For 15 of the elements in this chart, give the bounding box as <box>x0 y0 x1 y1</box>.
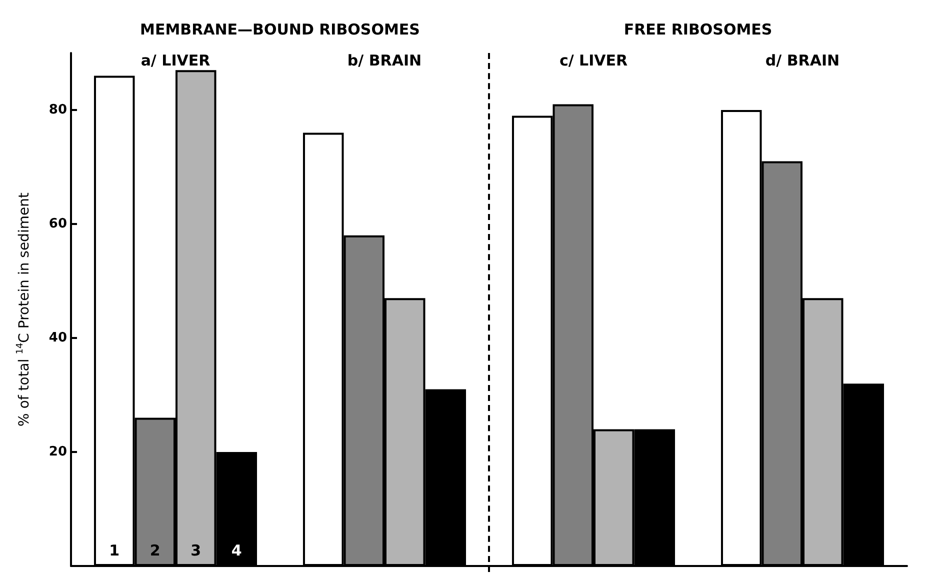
text: MEMBRANE—BOUND RIBOSOMES <box>140 20 420 38</box>
y-axis-title: % of total 14C Protein in sediment <box>16 192 32 426</box>
y-tick-label: 20 <box>48 444 67 460</box>
x-tick-label: a/ LIVER <box>140 52 211 70</box>
series-label: 1 <box>109 542 120 560</box>
series-label: 4 <box>231 542 242 560</box>
y-tick-label: 80 <box>48 102 67 118</box>
series-label: 2 <box>150 542 160 560</box>
x-tick-label: c/ LIVER <box>559 52 628 70</box>
x-tick-label: d/ BRAIN <box>765 52 840 70</box>
x-tick-label: b/ BRAIN <box>347 52 422 70</box>
y-tick-label: 60 <box>48 216 67 232</box>
series-label: 3 <box>190 542 202 560</box>
y-tick-label: 40 <box>48 330 67 346</box>
text: FREE RIBOSOMES <box>624 20 772 38</box>
